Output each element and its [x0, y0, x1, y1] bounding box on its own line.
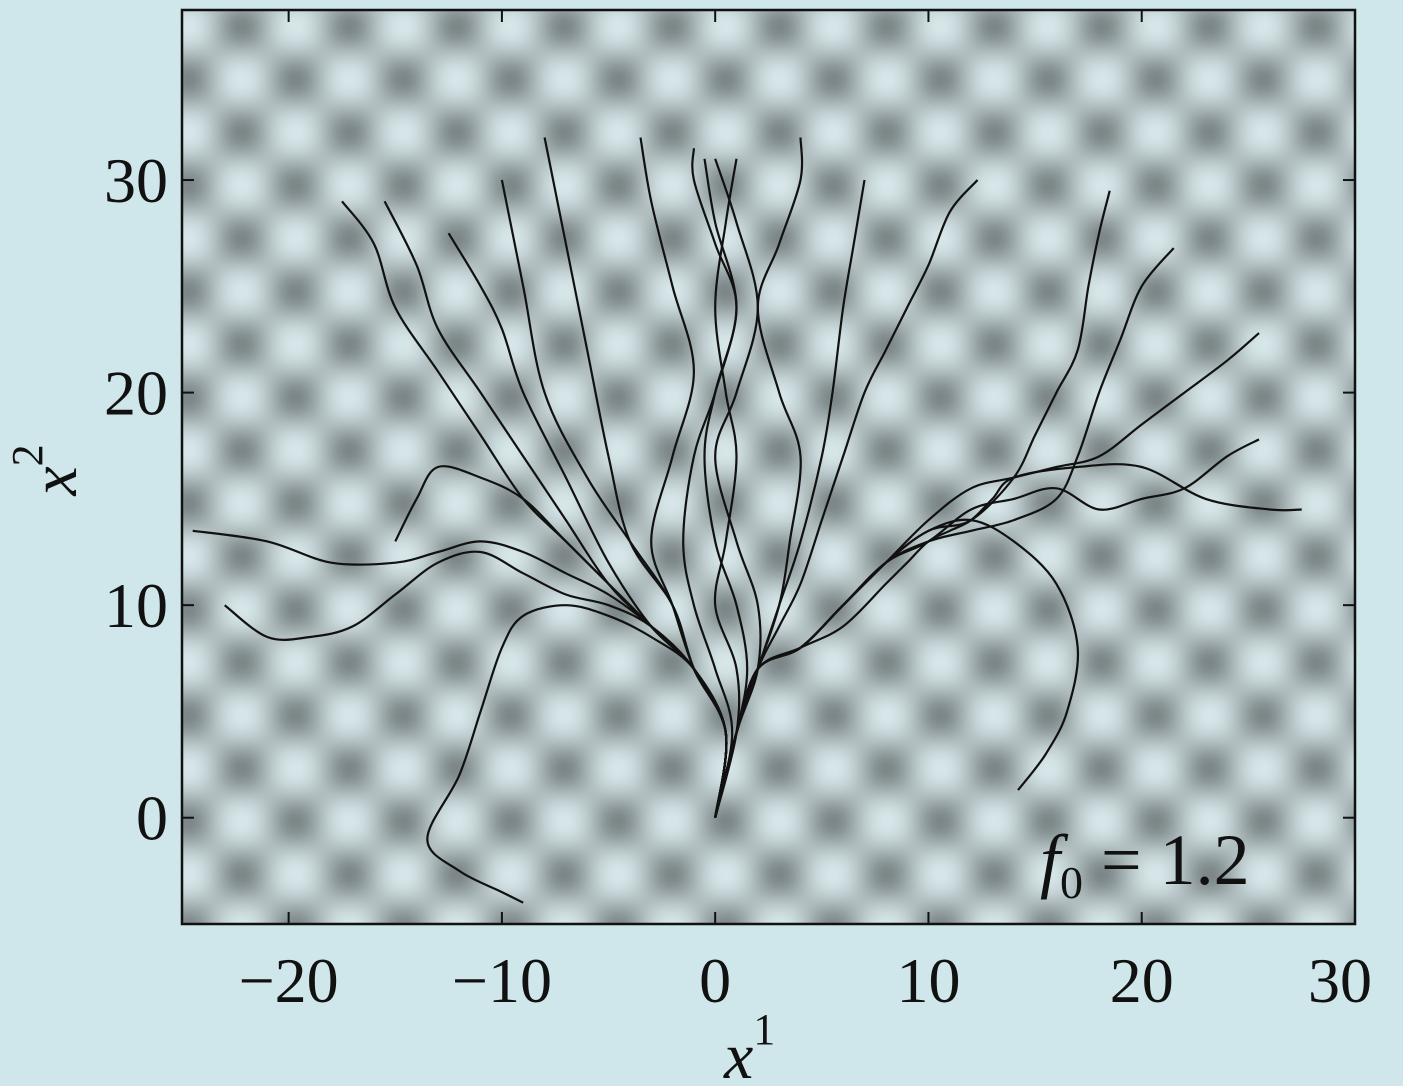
- y-tick-label: 0: [136, 783, 168, 854]
- y-axis-label: x2: [3, 444, 91, 496]
- x-tick-label: 30: [1308, 945, 1372, 1016]
- trajectory-line-23: [394, 465, 728, 818]
- plot-frame: [180, 8, 1357, 926]
- trajectory-line-12: [713, 158, 741, 818]
- annotation-value: = 1.2: [1083, 820, 1250, 900]
- trajectory-line-11: [703, 158, 749, 818]
- parameter-annotation: f0 = 1.2: [1040, 820, 1250, 908]
- y-tick-label: 10: [104, 570, 168, 641]
- x-tick-label: −20: [239, 945, 339, 1016]
- y-axis-label-base: x: [18, 466, 91, 496]
- x-axis-label-base: x: [723, 1020, 753, 1086]
- y-axis-label-superscript: 2: [3, 444, 52, 466]
- trajectory-line-13: [682, 148, 738, 818]
- trajectory-line-10: [714, 158, 762, 818]
- x-tick-label: 0: [699, 945, 731, 1016]
- trajectory-lines: [192, 137, 1302, 904]
- x-tick-label: 20: [1110, 945, 1174, 1016]
- trajectory-line-1: [714, 463, 1302, 818]
- x-axis-label-superscript: 1: [753, 1005, 775, 1054]
- plot-background: [182, 10, 1355, 924]
- y-axis-ticks: 0 10 20 30: [104, 145, 1355, 854]
- y-tick-label: 30: [104, 145, 168, 216]
- x-axis-label: x1: [723, 1005, 775, 1086]
- x-axis-ticks: −20 −10 0 10 20 30: [239, 10, 1372, 1016]
- y-tick-label: 20: [104, 358, 168, 429]
- x-tick-label: −10: [452, 945, 552, 1016]
- annotation-subscript: 0: [1060, 857, 1083, 908]
- x-tick-label: 10: [896, 945, 960, 1016]
- trajectory-line-9: [714, 137, 804, 818]
